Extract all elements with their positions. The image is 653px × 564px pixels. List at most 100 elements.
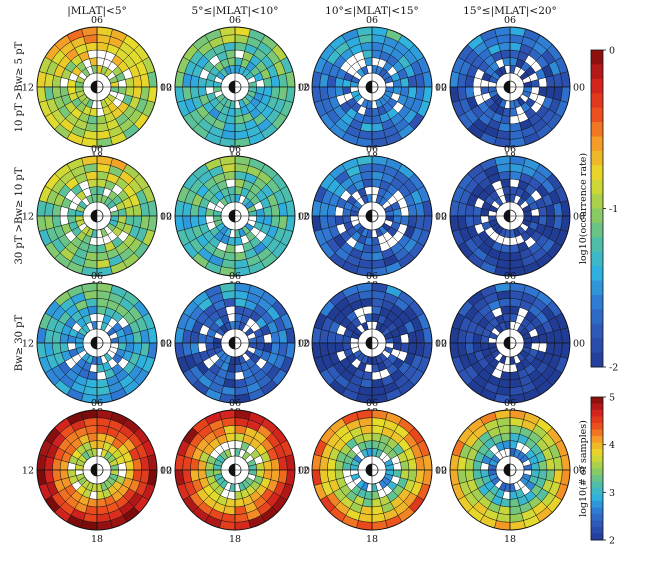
heat-cell	[407, 342, 417, 355]
mlt-label-00: 00	[573, 83, 585, 94]
heat-cell	[59, 77, 69, 88]
colorbar-tick-label: 3	[609, 488, 615, 499]
heat-cell	[234, 171, 247, 181]
heat-cell	[509, 298, 522, 308]
mlt-label-00: 00	[435, 212, 447, 223]
heat-cell	[509, 171, 522, 181]
mlt-label-18: 18	[91, 534, 103, 545]
colorbar-tick-label: 2	[609, 536, 615, 547]
mlt-label-00: 00	[435, 83, 447, 94]
mlt-label-12: 12	[297, 339, 309, 350]
colorbar-segment	[591, 481, 603, 489]
heat-cell	[472, 77, 482, 88]
mlt-label-12: 12	[435, 83, 447, 94]
heat-cell	[96, 425, 109, 435]
column-title-4: 15°≤|MLAT|<20°	[463, 5, 557, 18]
mlt-label-12: 12	[22, 83, 34, 94]
heat-cell	[190, 204, 200, 217]
heat-cell	[125, 342, 135, 353]
heat-cell	[197, 206, 207, 217]
heat-cell	[498, 378, 511, 388]
heat-cell	[327, 458, 337, 471]
mlt-label-18: 18	[229, 534, 241, 545]
heat-cell	[96, 298, 109, 308]
column-title-2: 5°≤|MLAT|<10°	[192, 5, 279, 18]
colorbar-segment	[591, 323, 603, 339]
colorbar-tick-label: -2	[609, 363, 618, 374]
mlt-label-12: 12	[160, 212, 172, 223]
mlt-label-00: 00	[435, 339, 447, 350]
heat-cell	[59, 460, 69, 471]
heat-cell	[190, 458, 200, 471]
mlt-label-12: 12	[435, 212, 447, 223]
colorbar-segment	[591, 237, 603, 253]
heat-cell	[87, 498, 98, 508]
mlt-label-00: 00	[298, 212, 310, 223]
colorbar-tick-label: 5	[609, 393, 615, 404]
mlt-label-12: 12	[160, 466, 172, 477]
colorbar-segment	[591, 507, 603, 515]
colorbar-segment	[591, 429, 603, 437]
heat-cell	[263, 86, 273, 97]
heat-cell	[59, 333, 69, 344]
heat-cell	[362, 371, 373, 381]
heat-cell	[334, 77, 344, 88]
mlt-label-06: 06	[366, 398, 378, 409]
colorbar-segment	[591, 449, 603, 456]
mlt-label-18: 18	[504, 534, 516, 545]
row-label-1: 10 pT >Bw≥ 5 pT	[14, 41, 25, 132]
heat-cell	[225, 115, 236, 125]
mlt-label-00: 00	[160, 466, 172, 477]
colorbar-segment	[591, 64, 603, 80]
heat-cell	[223, 122, 236, 132]
heat-cell	[270, 342, 280, 355]
mlt-label-06: 06	[91, 15, 103, 26]
mlt-label-06: 06	[366, 144, 378, 155]
heat-cell	[132, 86, 142, 99]
heat-cell	[545, 469, 555, 482]
heat-cell	[360, 122, 373, 132]
heat-cell	[538, 86, 548, 97]
heat-cell	[500, 371, 511, 381]
heat-cell	[371, 425, 384, 435]
heat-cell	[96, 178, 107, 188]
heat-cell	[190, 75, 200, 88]
heat-cell	[223, 251, 236, 261]
mlt-label-12: 12	[297, 212, 309, 223]
mlt-label-00: 00	[160, 212, 172, 223]
colorbar-segment	[591, 107, 603, 123]
heat-cell	[234, 178, 245, 188]
heat-cell	[96, 42, 109, 52]
heat-cell	[472, 333, 482, 344]
mlt-label-06: 06	[229, 144, 241, 155]
heat-cell	[52, 331, 62, 344]
mlt-label-00: 00	[298, 83, 310, 94]
heat-cell	[498, 505, 511, 515]
heat-cell	[465, 331, 475, 344]
mlt-label-12: 12	[22, 466, 34, 477]
heat-cell	[96, 49, 107, 59]
heat-cell	[472, 460, 482, 471]
heat-cell	[360, 505, 373, 515]
mlt-label-00: 00	[573, 212, 585, 223]
heat-cell	[96, 305, 107, 315]
heat-cell	[400, 342, 410, 353]
mlt-label-00: 00	[435, 466, 447, 477]
mlt-label-00: 00	[298, 466, 310, 477]
colorbar-segment	[591, 136, 603, 152]
column-title-1: |MLAT|<5°	[67, 5, 127, 18]
mlt-label-06: 06	[504, 144, 516, 155]
heat-cell	[362, 244, 373, 254]
heat-cell	[545, 86, 555, 99]
mlt-label-12: 12	[435, 466, 447, 477]
mlt-label-06: 06	[229, 15, 241, 26]
mlt-label-12: 12	[22, 339, 34, 350]
column-title-3: 10°≤|MLAT|<15°	[325, 5, 419, 18]
heat-cell	[125, 469, 135, 480]
colorbar-segment	[591, 93, 603, 109]
